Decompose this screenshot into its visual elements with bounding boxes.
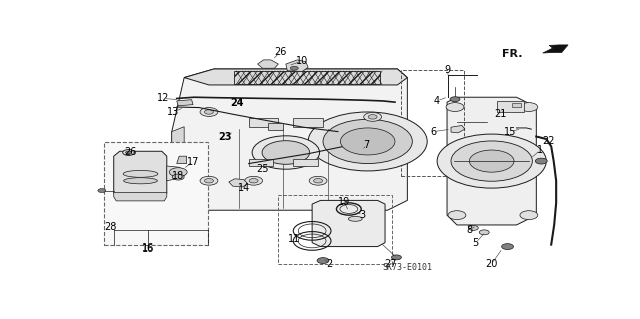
Text: 18: 18 bbox=[172, 171, 184, 181]
Circle shape bbox=[98, 189, 106, 193]
Text: 20: 20 bbox=[486, 259, 498, 269]
Bar bbox=[249, 118, 278, 127]
Bar bbox=[497, 101, 524, 112]
Polygon shape bbox=[172, 69, 408, 210]
Polygon shape bbox=[177, 100, 193, 106]
Circle shape bbox=[249, 179, 258, 183]
Bar bbox=[249, 159, 273, 166]
Polygon shape bbox=[177, 156, 187, 164]
Text: 26: 26 bbox=[274, 47, 287, 57]
Circle shape bbox=[252, 136, 319, 169]
Circle shape bbox=[468, 226, 478, 230]
Ellipse shape bbox=[123, 170, 158, 177]
Polygon shape bbox=[114, 151, 167, 197]
Text: 16: 16 bbox=[142, 242, 155, 253]
Polygon shape bbox=[114, 193, 167, 201]
Circle shape bbox=[309, 176, 327, 185]
Text: 16: 16 bbox=[142, 244, 155, 254]
Text: 9: 9 bbox=[444, 65, 451, 75]
Circle shape bbox=[535, 158, 547, 164]
Circle shape bbox=[317, 258, 329, 263]
Bar bbox=[234, 71, 380, 85]
Text: 15: 15 bbox=[504, 127, 516, 137]
Circle shape bbox=[291, 66, 298, 70]
Circle shape bbox=[368, 115, 377, 119]
Text: 4: 4 bbox=[434, 96, 440, 106]
Text: 26: 26 bbox=[124, 147, 137, 158]
Text: 3: 3 bbox=[360, 210, 366, 220]
Text: 21: 21 bbox=[495, 109, 507, 119]
Text: 12: 12 bbox=[157, 93, 170, 103]
Circle shape bbox=[262, 141, 310, 164]
Circle shape bbox=[520, 103, 538, 111]
Circle shape bbox=[448, 211, 466, 219]
Text: 6: 6 bbox=[430, 127, 436, 137]
Text: 14: 14 bbox=[237, 183, 250, 193]
Circle shape bbox=[323, 119, 412, 164]
Circle shape bbox=[244, 176, 262, 185]
Circle shape bbox=[205, 110, 213, 114]
Circle shape bbox=[450, 97, 460, 102]
Bar bbox=[511, 103, 522, 107]
Circle shape bbox=[469, 150, 514, 172]
Polygon shape bbox=[172, 127, 184, 200]
Text: 2: 2 bbox=[326, 259, 333, 269]
Text: 22: 22 bbox=[542, 137, 554, 146]
Ellipse shape bbox=[124, 178, 157, 184]
Bar bbox=[269, 123, 284, 130]
Circle shape bbox=[446, 103, 464, 111]
Text: 7: 7 bbox=[364, 140, 370, 150]
Polygon shape bbox=[543, 45, 568, 53]
Circle shape bbox=[200, 108, 218, 116]
Circle shape bbox=[392, 255, 401, 260]
Text: 8: 8 bbox=[467, 225, 473, 235]
Circle shape bbox=[502, 244, 513, 249]
Circle shape bbox=[364, 113, 381, 121]
Bar bbox=[401, 70, 464, 176]
Circle shape bbox=[172, 174, 184, 180]
Circle shape bbox=[437, 134, 547, 188]
Text: 1: 1 bbox=[537, 145, 543, 155]
Polygon shape bbox=[184, 69, 408, 85]
Text: 28: 28 bbox=[104, 222, 117, 232]
Text: 10: 10 bbox=[296, 56, 308, 66]
Text: 17: 17 bbox=[187, 157, 199, 167]
Polygon shape bbox=[312, 200, 385, 247]
Bar bbox=[293, 159, 318, 166]
Circle shape bbox=[308, 112, 428, 171]
Circle shape bbox=[340, 128, 395, 155]
Text: 5: 5 bbox=[473, 238, 479, 248]
Text: 25: 25 bbox=[256, 164, 269, 174]
Polygon shape bbox=[167, 166, 185, 181]
Circle shape bbox=[205, 179, 213, 183]
Text: 23: 23 bbox=[218, 131, 232, 142]
Polygon shape bbox=[447, 97, 536, 225]
Bar bbox=[104, 142, 208, 245]
Text: 24: 24 bbox=[230, 98, 243, 108]
Ellipse shape bbox=[348, 216, 362, 221]
Circle shape bbox=[169, 168, 187, 177]
Text: 19: 19 bbox=[338, 197, 350, 207]
Circle shape bbox=[123, 150, 134, 155]
Text: 11: 11 bbox=[288, 234, 300, 244]
Text: 13: 13 bbox=[167, 107, 179, 117]
Circle shape bbox=[200, 176, 218, 185]
Bar bbox=[278, 196, 392, 264]
Polygon shape bbox=[286, 60, 308, 71]
Polygon shape bbox=[257, 60, 278, 68]
Text: SK73-E0101: SK73-E0101 bbox=[383, 263, 433, 272]
Circle shape bbox=[479, 230, 489, 235]
Text: FR.: FR. bbox=[502, 49, 523, 59]
Polygon shape bbox=[229, 179, 248, 187]
Text: 27: 27 bbox=[384, 259, 397, 269]
Bar bbox=[293, 118, 323, 127]
Polygon shape bbox=[451, 125, 465, 133]
Circle shape bbox=[451, 141, 532, 181]
Circle shape bbox=[125, 151, 132, 154]
Circle shape bbox=[314, 179, 323, 183]
Circle shape bbox=[520, 211, 538, 219]
